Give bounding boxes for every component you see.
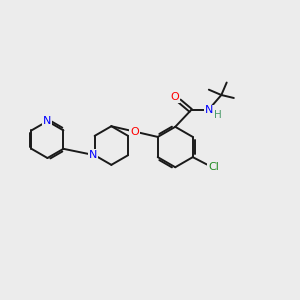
Text: H: H — [214, 110, 221, 120]
Text: N: N — [205, 106, 213, 116]
Text: N: N — [43, 116, 52, 126]
Text: O: O — [130, 127, 139, 136]
Text: Cl: Cl — [208, 162, 219, 172]
Text: N: N — [89, 150, 97, 160]
Text: O: O — [171, 92, 179, 102]
